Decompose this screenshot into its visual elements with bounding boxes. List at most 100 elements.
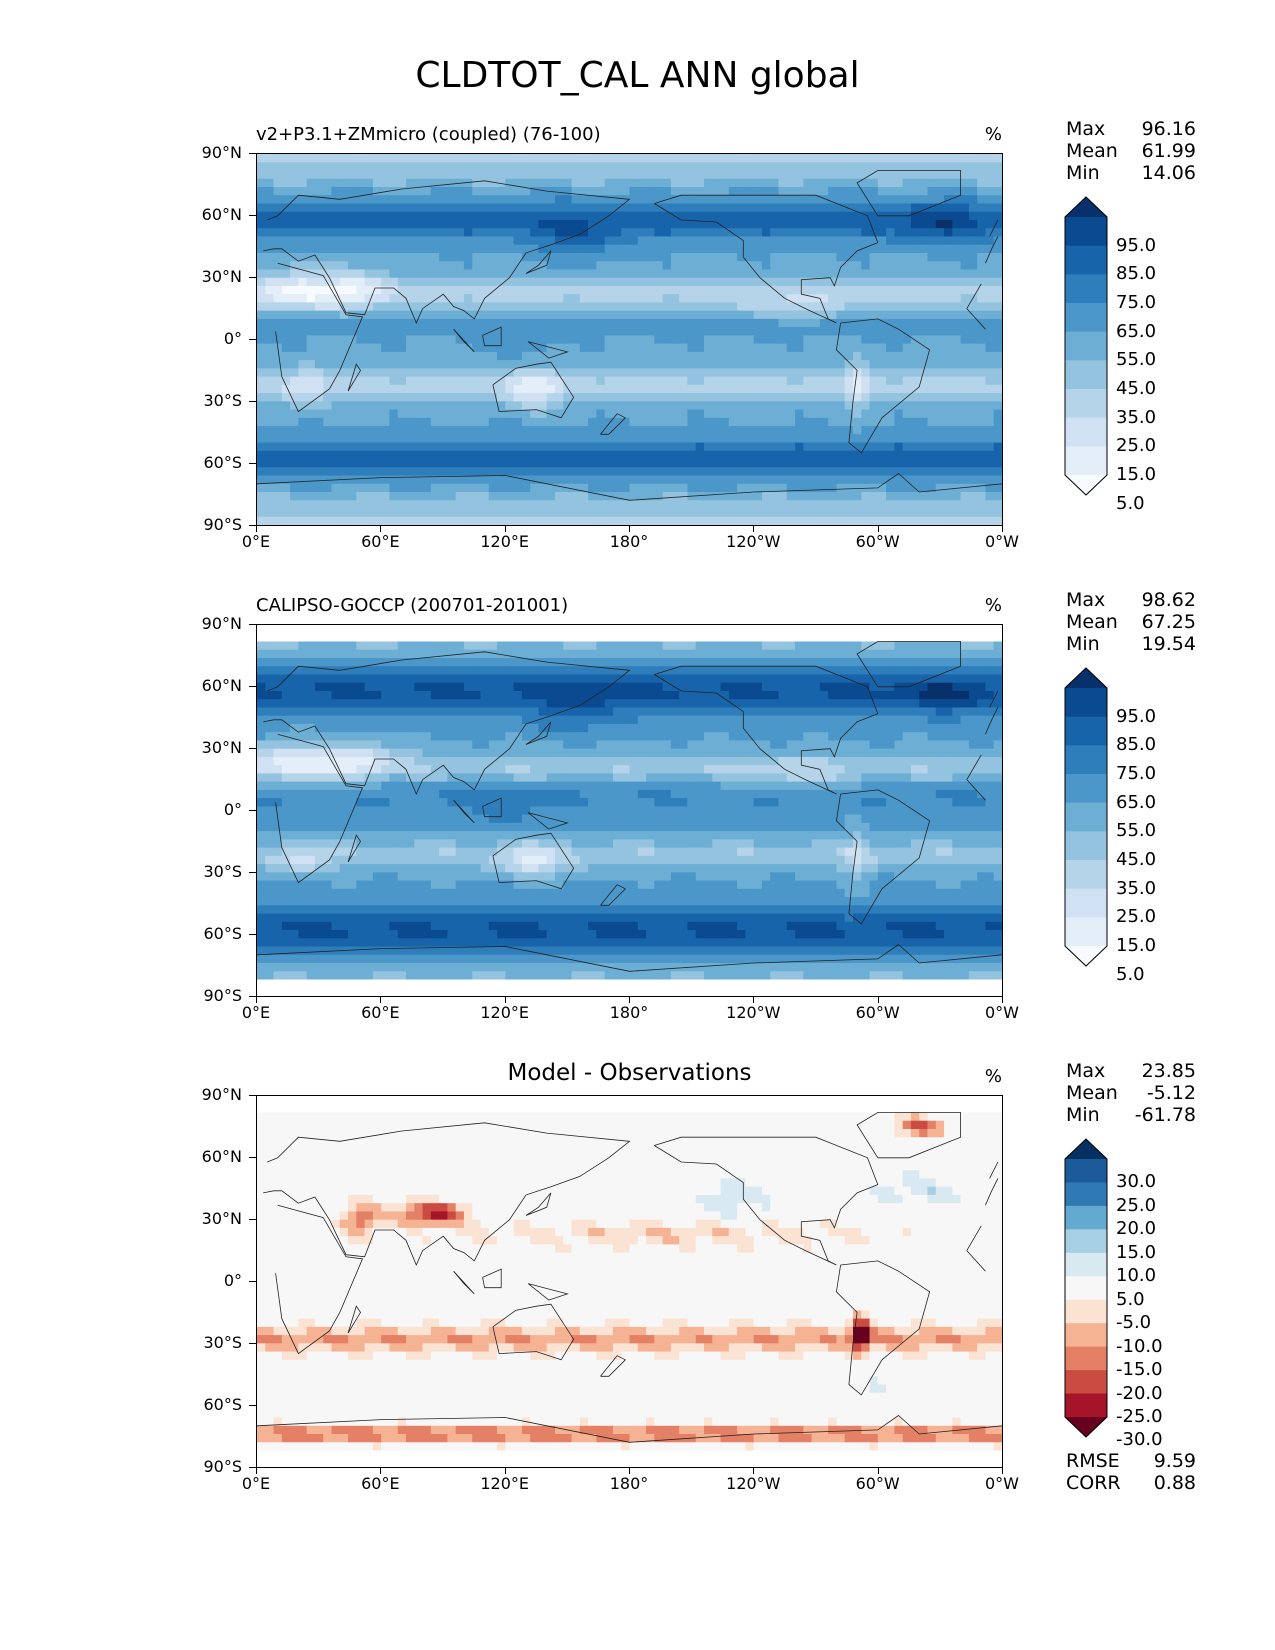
field-cell — [406, 285, 415, 295]
field-cell — [588, 261, 597, 271]
field-cell — [770, 368, 780, 378]
field-cell — [720, 467, 730, 477]
field-cell — [348, 641, 357, 651]
field-cell — [993, 310, 1002, 320]
field-cell — [372, 690, 382, 700]
field-cell — [455, 384, 465, 394]
field-cell — [927, 409, 937, 419]
field-cell — [828, 343, 838, 353]
field-cell — [273, 335, 283, 345]
field-cell — [314, 269, 324, 279]
field-cell — [761, 633, 771, 643]
field-cell — [679, 269, 689, 279]
field-cell — [761, 360, 771, 369]
field-cell — [339, 261, 349, 271]
field-cell — [753, 699, 763, 709]
field-cell — [480, 269, 490, 279]
field-cell — [348, 376, 357, 386]
field-cell — [886, 294, 895, 303]
field-cell — [298, 409, 308, 419]
field-cell — [331, 294, 341, 303]
coastline — [275, 262, 986, 413]
field-cell — [985, 633, 995, 643]
field-cell — [381, 170, 391, 180]
field-cell — [869, 467, 879, 477]
field-cell — [364, 384, 374, 394]
field-cell — [472, 384, 482, 394]
field-cell — [795, 211, 804, 221]
field-cell — [364, 261, 374, 271]
field-cell — [497, 327, 506, 336]
field-cell — [977, 368, 987, 378]
field-cell — [439, 228, 448, 238]
field-cell — [306, 417, 316, 427]
field-cell — [654, 335, 664, 345]
field-cell — [886, 236, 895, 246]
field-cell — [455, 186, 465, 196]
field-cell — [596, 459, 606, 468]
field-cell — [861, 376, 871, 386]
field-cell — [670, 657, 680, 667]
field-cell — [439, 674, 448, 684]
field-cell — [463, 294, 473, 303]
field-cell — [612, 467, 622, 477]
field-cell — [331, 459, 341, 468]
field-cell — [935, 641, 945, 651]
field-cell — [720, 228, 730, 238]
field-cell — [273, 500, 283, 510]
field-cell — [968, 699, 978, 709]
field-cell — [555, 393, 564, 402]
field-cell — [414, 384, 424, 394]
field-cell — [654, 657, 664, 667]
field-cell — [944, 417, 953, 427]
field-cell — [513, 162, 523, 172]
field-cell — [745, 467, 755, 477]
field-cell — [521, 351, 531, 361]
field-cell — [430, 261, 440, 271]
field-cell — [488, 162, 498, 172]
field-cell — [290, 244, 299, 254]
field-cell — [621, 674, 631, 684]
field-cell — [563, 426, 573, 435]
field-cell — [944, 360, 953, 369]
field-cell — [447, 417, 457, 427]
field-cell — [538, 393, 548, 402]
field-cell — [637, 633, 647, 643]
field-cell — [877, 516, 887, 525]
field-cell — [281, 318, 291, 328]
field-cell — [298, 508, 308, 518]
field-cell — [563, 475, 573, 485]
field-cell — [662, 195, 672, 205]
field-cell — [637, 219, 647, 229]
field-cell — [704, 434, 713, 444]
field-cell — [853, 162, 862, 172]
field-cell — [985, 186, 995, 196]
field-cell — [356, 699, 366, 709]
field-cell — [257, 376, 266, 386]
field-cell — [761, 409, 771, 419]
field-cell — [521, 195, 531, 205]
field-cell — [811, 252, 821, 262]
field-cell — [497, 335, 506, 345]
field-cell — [497, 203, 506, 213]
field-cell — [927, 459, 937, 468]
field-cell — [728, 384, 738, 394]
field-cell — [571, 417, 581, 427]
field-cell — [480, 261, 490, 271]
field-cell — [314, 633, 324, 643]
field-cell — [836, 203, 846, 213]
field-cell — [745, 252, 755, 262]
field-cell — [745, 633, 755, 643]
field-cell — [513, 409, 523, 419]
field-cell — [662, 682, 672, 692]
field-cell — [778, 318, 788, 328]
field-cell — [331, 475, 341, 485]
field-cell — [836, 285, 846, 295]
field-cell — [281, 666, 291, 676]
field-cell — [770, 277, 780, 287]
field-cell — [687, 195, 697, 205]
field-cell — [422, 178, 432, 188]
field-cell — [712, 699, 722, 709]
field-cell — [952, 393, 962, 402]
field-cell — [513, 294, 523, 303]
